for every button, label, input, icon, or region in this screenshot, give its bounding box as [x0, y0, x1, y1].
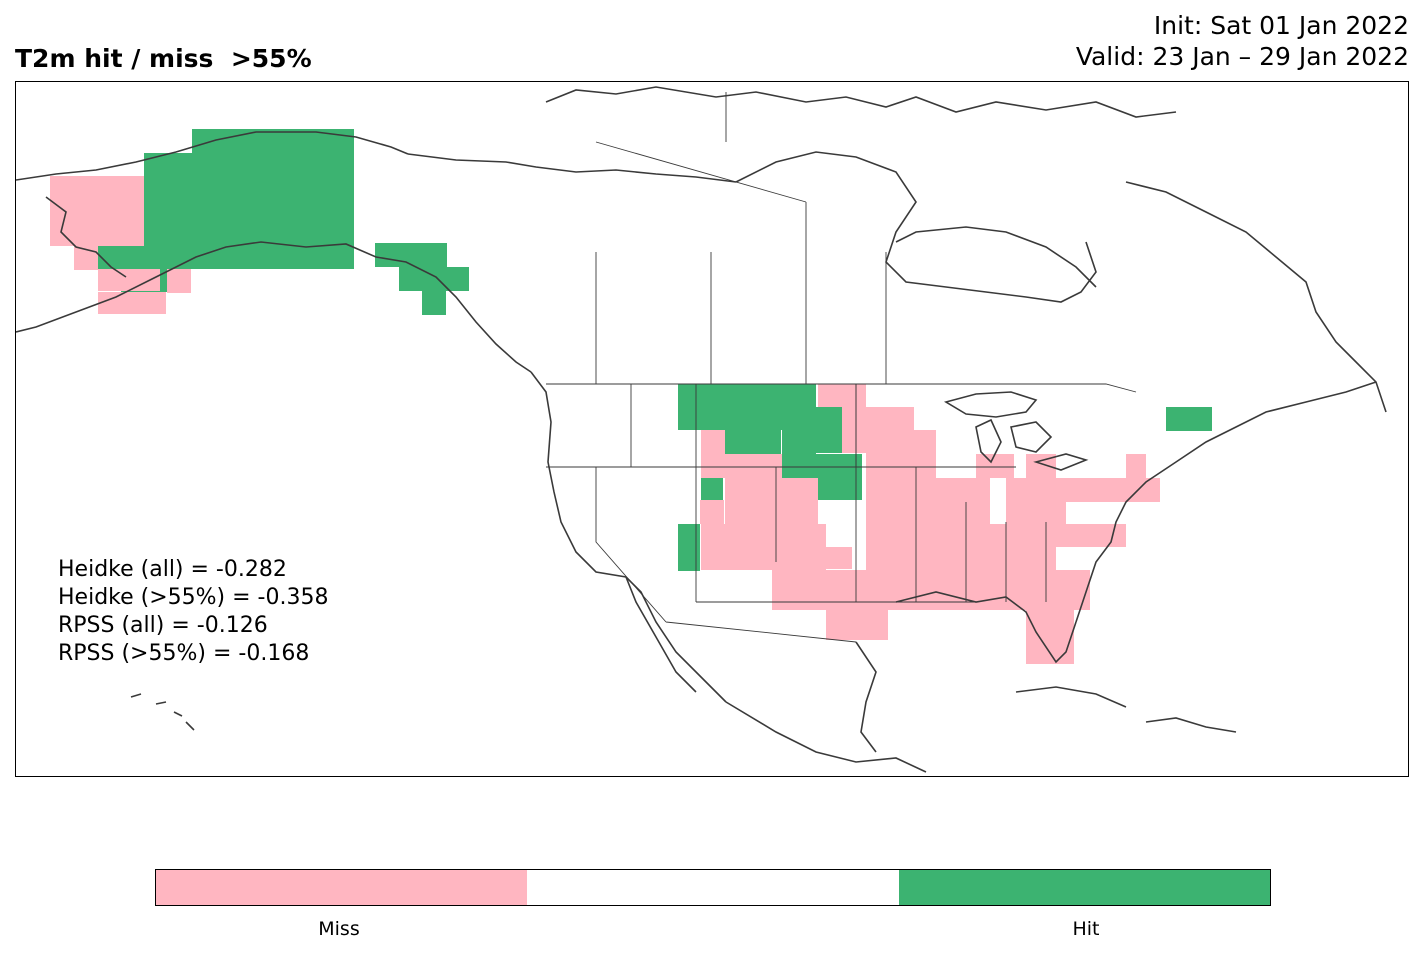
region-cell-central-us-10: [866, 478, 990, 524]
region-cell-new-england-0: [1166, 407, 1212, 431]
region-cell-southern-us-1: [724, 547, 852, 569]
region-cell-northern-plains-1: [725, 430, 781, 454]
region-cell-southwest-0: [725, 524, 749, 548]
init-date: Init: Sat 01 Jan 2022: [1153, 11, 1409, 40]
region-cell-central-us-0: [701, 430, 725, 478]
region-cell-florida-0: [1026, 612, 1074, 664]
colorbar-miss-segment: [156, 870, 528, 905]
region-cell-central-us-7: [842, 407, 866, 453]
region-cell-southern-us-7: [1056, 524, 1126, 547]
region-cell-alaska-panhandle-1: [399, 267, 469, 291]
valid-period: Valid: 23 Jan – 29 Jan 2022: [1075, 42, 1409, 71]
colorbar-hit-label: Hit: [1072, 918, 1100, 940]
region-cell-northern-plains-2: [782, 384, 816, 454]
region-cell-northern-plains-5: [818, 478, 862, 500]
skill-scores: Heidke (all) = -0.282 Heidke (>55%) = -0…: [58, 556, 328, 668]
heidke-all-score: Heidke (all) = -0.282: [58, 557, 287, 582]
region-cell-northeast-us-1: [1126, 454, 1146, 478]
colorbar-neutral-segment: [527, 870, 899, 905]
map-title: T2m hit / miss >55%: [15, 44, 312, 73]
region-cell-central-us-9: [866, 430, 936, 478]
region-cell-southern-us-4: [866, 524, 1056, 570]
region-cell-central-us-6: [818, 384, 866, 407]
region-cell-northern-plains-3: [816, 407, 842, 453]
region-cell-alaska-south-0: [167, 269, 191, 293]
colorbar: [155, 869, 1271, 906]
region-cell-northern-plains-0: [678, 384, 782, 430]
region-cell-alaska-west-3: [98, 269, 160, 291]
rpss-all-score: RPSS (all) = -0.126: [58, 613, 268, 638]
colorbar-hit-segment: [898, 870, 1270, 905]
region-cell-central-us-4: [700, 500, 724, 524]
colorbar-miss-label: Miss: [318, 918, 360, 940]
region-cell-southern-us-3: [826, 610, 888, 640]
region-cell-northeast-us-0: [1090, 478, 1160, 502]
region-cell-northern-plains-4: [782, 454, 862, 478]
region-cell-arizona-0: [678, 524, 700, 570]
map-canvas: [16, 86, 1387, 773]
region-cell-central-us-8: [866, 407, 914, 430]
political-borders: [546, 92, 1137, 643]
map-panel: [15, 81, 1409, 777]
region-cell-alaska-1: [144, 153, 194, 269]
region-cell-alaska-panhandle-2: [422, 291, 446, 315]
region-cell-alaska-panhandle-0: [375, 243, 447, 267]
region-cell-alaska-west-4: [98, 292, 166, 314]
region-cell-central-us-1: [725, 454, 782, 478]
rpss-55-score: RPSS (>55%) = -0.168: [58, 641, 310, 666]
region-cell-central-us-5: [782, 478, 818, 502]
region-cell-southern-us-2: [772, 570, 892, 610]
region-cell-central-us-11: [976, 454, 1014, 478]
region-cell-alaska-0: [192, 129, 354, 269]
coastline-and-borders: [16, 86, 1387, 773]
region-cell-northern-plains-6: [701, 478, 723, 500]
forecast-dates: Init: Sat 01 Jan 2022 Valid: 23 Jan – 29…: [1076, 10, 1409, 72]
region-cell-southern-us-5: [890, 570, 1090, 610]
heidke-55-score: Heidke (>55%) = -0.358: [58, 585, 329, 610]
